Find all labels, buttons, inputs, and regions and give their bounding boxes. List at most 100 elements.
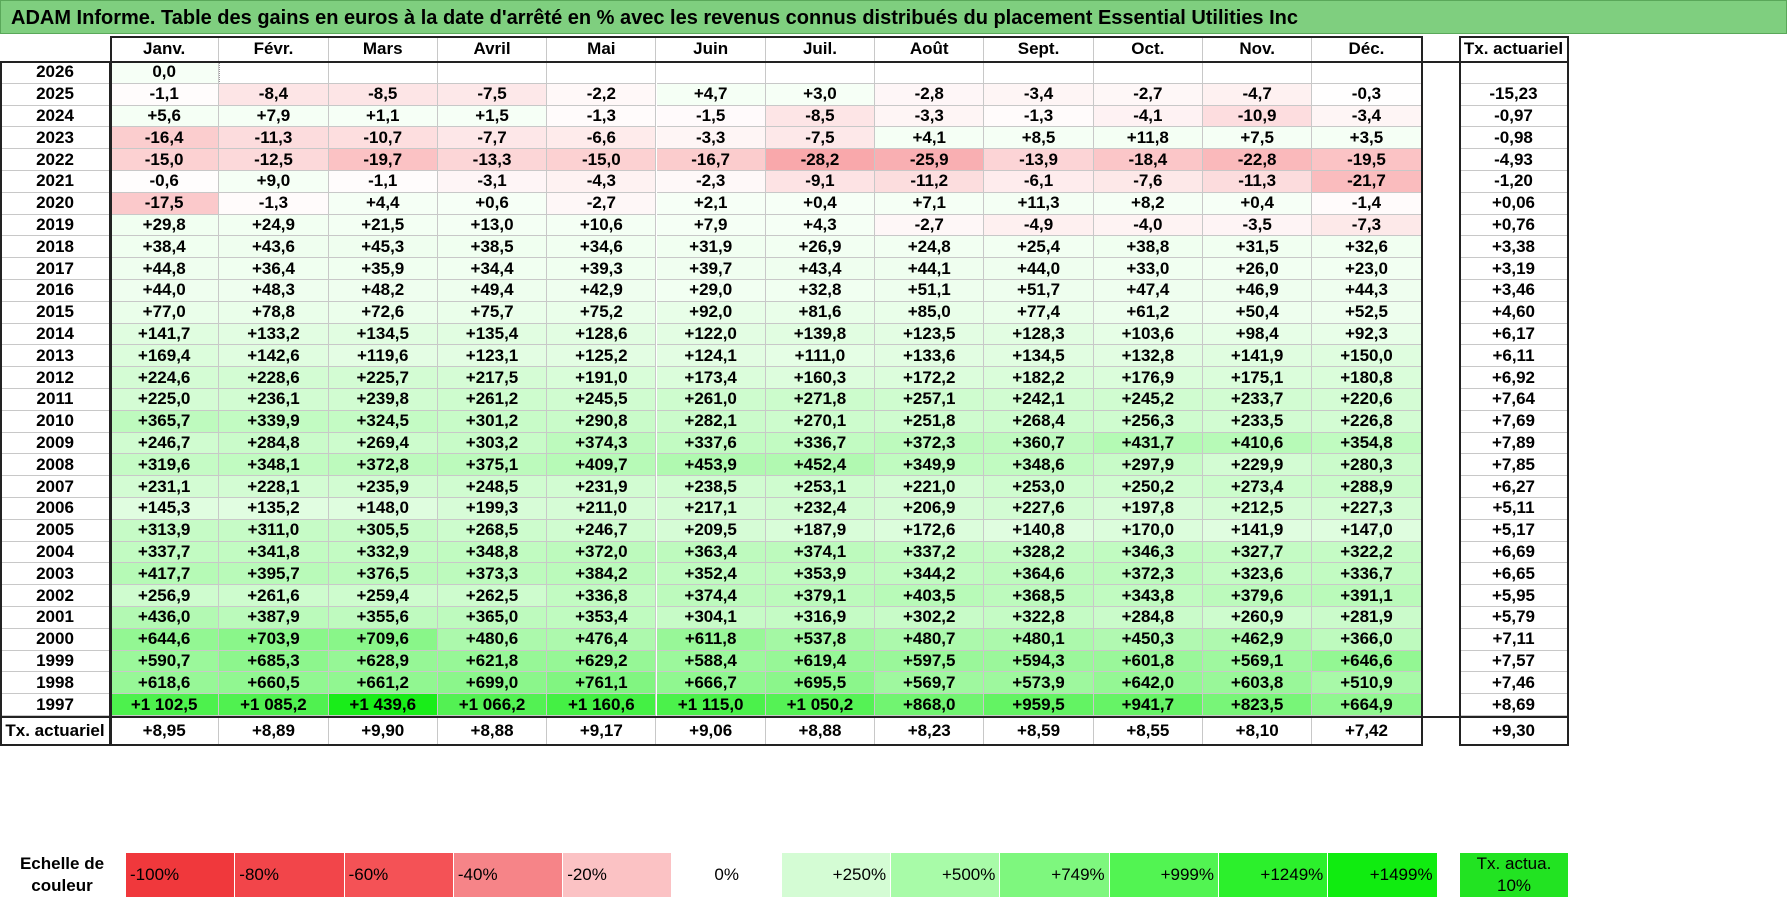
table-cell: +709,6 [328,628,438,651]
table-cell: +217,1 [656,498,766,520]
table-cell: +261,0 [656,389,766,411]
actuarial-cell: -4,93 [1460,149,1568,171]
legend-swatch: +1249% [1219,853,1328,897]
table-cell [1093,62,1203,84]
table-cell [765,62,876,84]
table-cell: -8,5 [765,105,876,128]
year-label: 2010 [0,411,110,433]
table-cell: +374,1 [765,541,876,564]
actuarial-cell: +5,95 [1460,585,1568,607]
table-cell: +226,8 [1312,410,1422,433]
table-cell: +311,0 [219,519,329,542]
footer-cell: +8,59 [984,718,1094,745]
table-cell: +242,1 [984,389,1094,411]
year-label: 2006 [0,498,110,520]
table-cell: +384,2 [547,563,657,586]
footer-cell: +8,10 [1203,718,1313,745]
year-label: 2000 [0,629,110,651]
table-cell: +199,3 [437,498,548,520]
table-cell: +141,9 [1203,345,1313,368]
table-cell: +21,5 [328,214,438,237]
table-cell: +236,1 [219,389,329,411]
table-cell: +172,2 [875,367,985,389]
table-cell: +191,0 [547,367,657,389]
table-cell: -7,7 [437,127,548,150]
actuarial-cell: +3,38 [1460,236,1568,259]
table-cell: +1,5 [437,105,548,128]
footer-cell: +8,23 [875,718,985,745]
table-cell: +42,9 [547,280,657,302]
table-cell: +316,9 [765,607,876,629]
table-cell: +268,5 [437,519,548,542]
table-cell: +92,3 [1312,323,1422,346]
month-header: Avril [437,37,548,62]
table-cell: +703,9 [219,628,329,651]
table-cell: -4,3 [547,171,657,193]
year-label: 1997 [0,694,110,716]
table-cell: -13,9 [984,149,1094,171]
table-cell: +268,4 [984,410,1094,433]
table-cell: +250,2 [1093,476,1203,498]
table-cell: +431,7 [1093,432,1203,455]
table-cell: +365,7 [110,410,220,433]
table-cell: +103,6 [1093,323,1203,346]
table-cell: +685,3 [219,650,329,673]
table-cell: +661,2 [328,672,438,695]
footer-cell: +9,06 [656,718,766,745]
table-cell: +172,6 [875,519,985,542]
table-cell: +3,0 [765,83,876,106]
table-cell: +261,6 [219,585,329,607]
table-cell: +336,7 [765,432,876,455]
table-cell: +85,0 [875,301,985,324]
table-cell: +436,0 [110,607,220,629]
table-cell: -2,2 [547,83,657,106]
table-cell: +246,7 [110,432,220,455]
actuarial-cell: -1,20 [1460,171,1568,193]
table-cell: +139,8 [765,323,876,346]
footer-cell: +9,17 [547,718,657,745]
table-cell: +34,4 [437,258,548,280]
actuarial-cell: +7,85 [1460,454,1568,477]
table-cell: +45,3 [328,236,438,259]
legend-swatch: +250% [781,853,891,897]
table-cell: +611,8 [656,628,766,651]
footer-cell: +7,42 [1312,718,1422,745]
table-cell: +51,1 [875,280,985,302]
table-cell: +38,8 [1093,236,1203,259]
table-cell: +261,2 [437,389,548,411]
table-cell: +603,8 [1203,672,1313,695]
table-cell: +387,9 [219,607,329,629]
actuarial-cell: +7,57 [1460,650,1568,673]
table-cell: +281,9 [1312,607,1422,629]
table-cell: +341,8 [219,541,329,564]
table-cell: +269,4 [328,432,438,455]
table-cell: +7,9 [656,214,766,237]
table-cell: +35,9 [328,258,438,280]
table-cell: +123,1 [437,345,548,368]
table-cell: +941,7 [1093,694,1203,716]
table-cell: +372,8 [328,454,438,477]
table-cell: +224,6 [110,367,220,389]
actuarial-cell: +6,27 [1460,476,1568,498]
footer-actuarial: +9,30 [1460,718,1568,745]
table-cell: +395,7 [219,563,329,586]
month-header: Mai [547,37,657,62]
table-cell: +173,4 [656,367,766,389]
table-cell: +0,4 [1203,192,1313,215]
year-label: 2015 [0,302,110,324]
table-cell [547,62,657,84]
table-cell [437,62,548,84]
table-cell: -3,5 [1203,214,1313,237]
table-cell: -1,1 [328,171,438,193]
legend-swatch: +749% [1000,853,1109,897]
table-cell: +38,5 [437,236,548,259]
table-cell: +346,3 [1093,541,1203,564]
table-cell: +1 160,6 [547,694,657,716]
table-cell: +366,0 [1312,628,1422,651]
table-cell: -7,6 [1093,171,1203,193]
table-cell: +175,1 [1203,367,1313,389]
table-cell: +323,6 [1203,563,1313,586]
table-cell: +374,4 [656,585,766,607]
table-cell: +227,3 [1312,498,1422,520]
legend-swatch: 0% [672,853,781,897]
